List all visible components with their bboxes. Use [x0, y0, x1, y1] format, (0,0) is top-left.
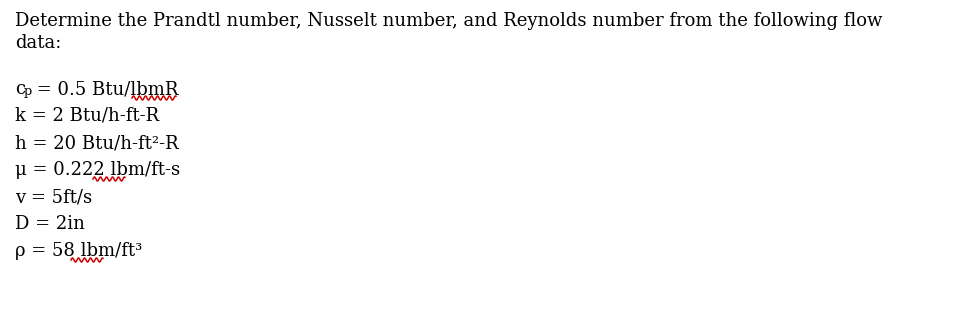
Text: μ = 0.222 lbm/ft-s: μ = 0.222 lbm/ft-s — [15, 161, 180, 179]
Text: = 0.5 Btu/lbmR: = 0.5 Btu/lbmR — [31, 80, 178, 98]
Text: h = 20 Btu/h-ft²-R: h = 20 Btu/h-ft²-R — [15, 134, 178, 152]
Text: v = 5ft/s: v = 5ft/s — [15, 188, 92, 206]
Text: p: p — [24, 85, 32, 98]
Text: c: c — [15, 80, 25, 98]
Text: Determine the Prandtl number, Nusselt number, and Reynolds number from the follo: Determine the Prandtl number, Nusselt nu… — [15, 12, 882, 30]
Text: data:: data: — [15, 34, 61, 52]
Text: D = 2in: D = 2in — [15, 215, 85, 233]
Text: k = 2 Btu/h-ft-R: k = 2 Btu/h-ft-R — [15, 107, 159, 125]
Text: ρ = 58 lbm/ft³: ρ = 58 lbm/ft³ — [15, 242, 142, 260]
